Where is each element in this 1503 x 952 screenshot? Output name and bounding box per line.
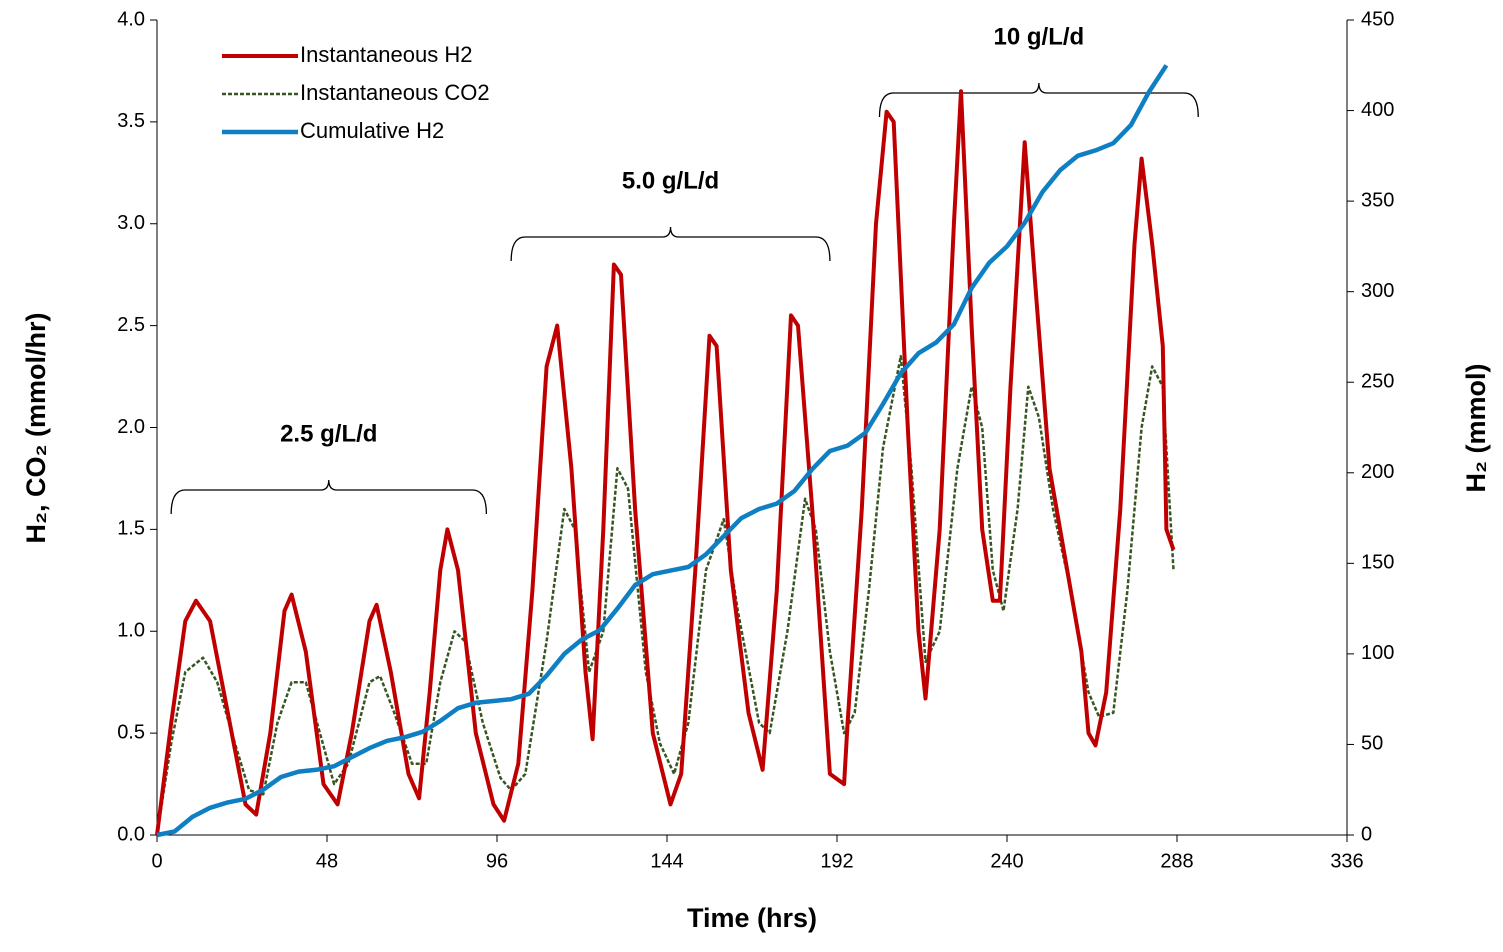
x-tick-label: 240 [990,850,1023,872]
y-tick-label: 0.0 [117,823,145,845]
y-tick-label: 3.0 [117,212,145,234]
y2-tick-label: 0 [1361,823,1372,845]
x-tick-label: 288 [1160,850,1193,872]
x-axis-title: Time (hrs) [687,903,817,933]
y2-tick-label: 50 [1361,733,1383,755]
y2-tick-label: 400 [1361,99,1394,121]
x-tick-label: 192 [820,850,853,872]
x-tick-label: 96 [486,850,508,872]
annotation: 2.5 g/L/d [280,420,377,447]
annotation-brace [170,479,488,515]
series-line [155,89,1176,836]
y2-tick-label: 250 [1361,371,1394,393]
y-tick-label: 2.0 [117,416,145,438]
y-tick-label: 3.5 [117,110,145,132]
y-tick-label: 1.0 [117,620,145,642]
y2-tick-label: 350 [1361,189,1394,211]
y-tick-label: 1.5 [117,518,145,540]
series-line [155,354,1175,836]
y2-tick-label: 300 [1361,280,1394,302]
x-tick-label: 336 [1330,850,1363,872]
legend-text: Instantaneous CO2 [300,80,490,105]
y2-tick-label: 450 [1361,8,1394,30]
y2-tick-label: 150 [1361,552,1394,574]
legend-text: Cumulative H2 [300,118,444,143]
y2-tick-label: 200 [1361,461,1394,483]
annotation: 10 g/L/d [994,23,1085,50]
legend-text: Instantaneous H2 [300,42,472,67]
y2-axis-title: H₂ (mmol) [1461,364,1491,493]
series-line [156,64,1169,838]
annotation-brace [878,82,1199,118]
x-tick-label: 48 [316,850,338,872]
annotation-brace [510,226,831,262]
y-tick-label: 0.5 [117,721,145,743]
y2-tick-label: 100 [1361,642,1394,664]
y-axis-title: H₂, CO₂ (mmol/hr) [21,313,51,544]
y-tick-label: 2.5 [117,314,145,336]
annotation: 5.0 g/L/d [622,167,719,194]
y-tick-label: 4.0 [117,8,145,30]
x-tick-label: 144 [650,850,683,872]
x-tick-label: 0 [151,850,162,872]
